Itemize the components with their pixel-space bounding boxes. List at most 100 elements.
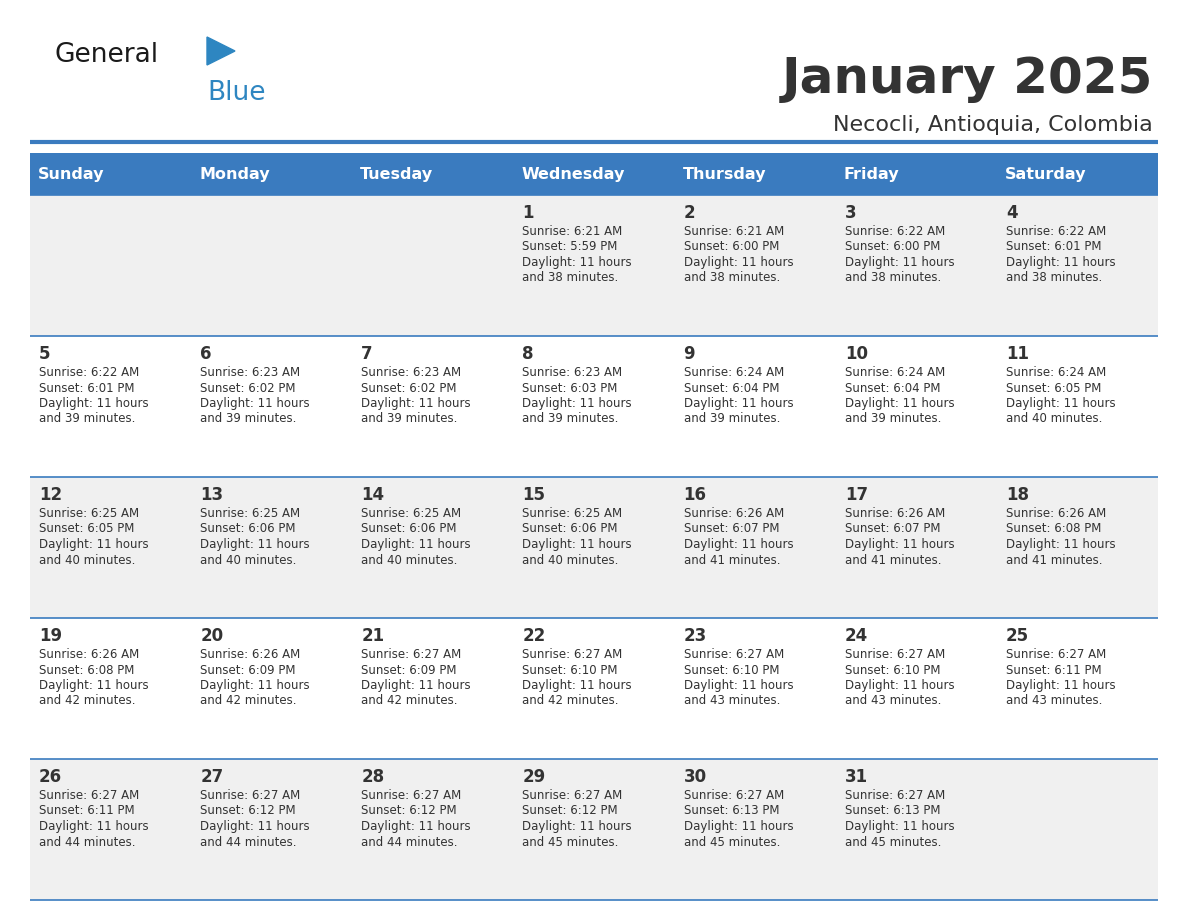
Bar	[30, 477, 1158, 618]
Text: Sunrise: 6:21 AM: Sunrise: 6:21 AM	[683, 225, 784, 238]
Text: Sunset: 6:06 PM: Sunset: 6:06 PM	[523, 522, 618, 535]
Text: 16: 16	[683, 486, 707, 504]
Text: Sunrise: 6:26 AM: Sunrise: 6:26 AM	[200, 648, 301, 661]
Text: Daylight: 11 hours: Daylight: 11 hours	[845, 256, 954, 269]
Text: Daylight: 11 hours: Daylight: 11 hours	[39, 679, 148, 692]
Text: 27: 27	[200, 768, 223, 786]
Text: Sunset: 6:04 PM: Sunset: 6:04 PM	[845, 382, 940, 395]
Text: and 43 minutes.: and 43 minutes.	[845, 695, 941, 708]
Text: Saturday: Saturday	[1005, 166, 1086, 182]
Text: 15: 15	[523, 486, 545, 504]
Text: Sunset: 6:08 PM: Sunset: 6:08 PM	[39, 664, 134, 677]
Text: Daylight: 11 hours: Daylight: 11 hours	[683, 679, 794, 692]
Text: Sunrise: 6:25 AM: Sunrise: 6:25 AM	[200, 507, 301, 520]
Text: 28: 28	[361, 768, 385, 786]
Text: and 40 minutes.: and 40 minutes.	[1006, 412, 1102, 426]
Text: and 39 minutes.: and 39 minutes.	[523, 412, 619, 426]
Text: and 39 minutes.: and 39 minutes.	[845, 412, 941, 426]
Text: and 39 minutes.: and 39 minutes.	[361, 412, 457, 426]
Text: 14: 14	[361, 486, 385, 504]
Text: 4: 4	[1006, 204, 1017, 222]
Text: and 38 minutes.: and 38 minutes.	[845, 272, 941, 285]
Text: Sunrise: 6:26 AM: Sunrise: 6:26 AM	[1006, 507, 1106, 520]
Text: Daylight: 11 hours: Daylight: 11 hours	[1006, 256, 1116, 269]
Text: and 41 minutes.: and 41 minutes.	[845, 554, 941, 566]
Text: 20: 20	[200, 627, 223, 645]
Text: 5: 5	[39, 345, 51, 363]
Text: 29: 29	[523, 768, 545, 786]
Text: Sunrise: 6:26 AM: Sunrise: 6:26 AM	[39, 648, 139, 661]
Text: and 41 minutes.: and 41 minutes.	[1006, 554, 1102, 566]
Text: Daylight: 11 hours: Daylight: 11 hours	[523, 256, 632, 269]
Text: Friday: Friday	[843, 166, 899, 182]
Text: Sunset: 5:59 PM: Sunset: 5:59 PM	[523, 241, 618, 253]
Text: and 40 minutes.: and 40 minutes.	[523, 554, 619, 566]
Text: and 45 minutes.: and 45 minutes.	[845, 835, 941, 848]
Text: Monday: Monday	[200, 166, 270, 182]
Text: and 42 minutes.: and 42 minutes.	[200, 695, 297, 708]
Text: 7: 7	[361, 345, 373, 363]
Text: and 39 minutes.: and 39 minutes.	[683, 412, 781, 426]
Text: and 39 minutes.: and 39 minutes.	[200, 412, 297, 426]
Text: Sunrise: 6:21 AM: Sunrise: 6:21 AM	[523, 225, 623, 238]
Text: Sunset: 6:12 PM: Sunset: 6:12 PM	[523, 804, 618, 818]
Text: January 2025: January 2025	[782, 55, 1154, 103]
Text: Sunrise: 6:23 AM: Sunrise: 6:23 AM	[523, 366, 623, 379]
Text: Sunrise: 6:24 AM: Sunrise: 6:24 AM	[1006, 366, 1106, 379]
Text: Daylight: 11 hours: Daylight: 11 hours	[200, 820, 310, 833]
Text: Sunset: 6:03 PM: Sunset: 6:03 PM	[523, 382, 618, 395]
Text: Sunset: 6:00 PM: Sunset: 6:00 PM	[683, 241, 779, 253]
Text: and 44 minutes.: and 44 minutes.	[361, 835, 457, 848]
Text: 1: 1	[523, 204, 533, 222]
Text: General: General	[55, 42, 159, 68]
Text: Daylight: 11 hours: Daylight: 11 hours	[1006, 397, 1116, 410]
Text: and 38 minutes.: and 38 minutes.	[523, 272, 619, 285]
Text: 25: 25	[1006, 627, 1029, 645]
Text: Necocli, Antioquia, Colombia: Necocli, Antioquia, Colombia	[833, 115, 1154, 135]
Text: Sunrise: 6:27 AM: Sunrise: 6:27 AM	[1006, 648, 1106, 661]
Text: Sunrise: 6:24 AM: Sunrise: 6:24 AM	[683, 366, 784, 379]
Text: 11: 11	[1006, 345, 1029, 363]
Text: Sunset: 6:05 PM: Sunset: 6:05 PM	[39, 522, 134, 535]
Text: Sunday: Sunday	[38, 166, 105, 182]
Text: and 40 minutes.: and 40 minutes.	[361, 554, 457, 566]
Text: Tuesday: Tuesday	[360, 166, 434, 182]
Text: and 43 minutes.: and 43 minutes.	[1006, 695, 1102, 708]
Text: Sunrise: 6:27 AM: Sunrise: 6:27 AM	[523, 648, 623, 661]
Text: Daylight: 11 hours: Daylight: 11 hours	[361, 679, 470, 692]
Text: Sunrise: 6:23 AM: Sunrise: 6:23 AM	[200, 366, 301, 379]
Text: Sunset: 6:06 PM: Sunset: 6:06 PM	[361, 522, 456, 535]
Text: Sunrise: 6:27 AM: Sunrise: 6:27 AM	[361, 648, 461, 661]
Text: Sunrise: 6:27 AM: Sunrise: 6:27 AM	[683, 789, 784, 802]
Text: Daylight: 11 hours: Daylight: 11 hours	[39, 820, 148, 833]
Text: Sunrise: 6:27 AM: Sunrise: 6:27 AM	[845, 789, 944, 802]
Text: and 44 minutes.: and 44 minutes.	[39, 835, 135, 848]
Text: Daylight: 11 hours: Daylight: 11 hours	[200, 397, 310, 410]
Text: and 42 minutes.: and 42 minutes.	[39, 695, 135, 708]
Text: Daylight: 11 hours: Daylight: 11 hours	[200, 538, 310, 551]
Text: 19: 19	[39, 627, 62, 645]
Text: Daylight: 11 hours: Daylight: 11 hours	[361, 538, 470, 551]
Text: Daylight: 11 hours: Daylight: 11 hours	[523, 538, 632, 551]
Text: 30: 30	[683, 768, 707, 786]
Polygon shape	[207, 37, 235, 65]
Text: Sunrise: 6:26 AM: Sunrise: 6:26 AM	[683, 507, 784, 520]
Text: Sunset: 6:02 PM: Sunset: 6:02 PM	[200, 382, 296, 395]
Text: Daylight: 11 hours: Daylight: 11 hours	[39, 397, 148, 410]
Text: Sunset: 6:12 PM: Sunset: 6:12 PM	[361, 804, 457, 818]
Text: 26: 26	[39, 768, 62, 786]
Text: 22: 22	[523, 627, 545, 645]
Text: Daylight: 11 hours: Daylight: 11 hours	[845, 679, 954, 692]
Text: and 43 minutes.: and 43 minutes.	[683, 695, 781, 708]
Text: Sunset: 6:10 PM: Sunset: 6:10 PM	[845, 664, 940, 677]
Text: Sunset: 6:01 PM: Sunset: 6:01 PM	[39, 382, 134, 395]
Text: Thursday: Thursday	[683, 166, 766, 182]
Text: Daylight: 11 hours: Daylight: 11 hours	[39, 538, 148, 551]
Bar	[30, 759, 1158, 900]
Text: Daylight: 11 hours: Daylight: 11 hours	[523, 820, 632, 833]
Text: and 45 minutes.: and 45 minutes.	[683, 835, 781, 848]
Text: Sunset: 6:10 PM: Sunset: 6:10 PM	[683, 664, 779, 677]
Text: Daylight: 11 hours: Daylight: 11 hours	[361, 820, 470, 833]
Bar	[30, 195, 1158, 336]
Text: Sunset: 6:13 PM: Sunset: 6:13 PM	[683, 804, 779, 818]
